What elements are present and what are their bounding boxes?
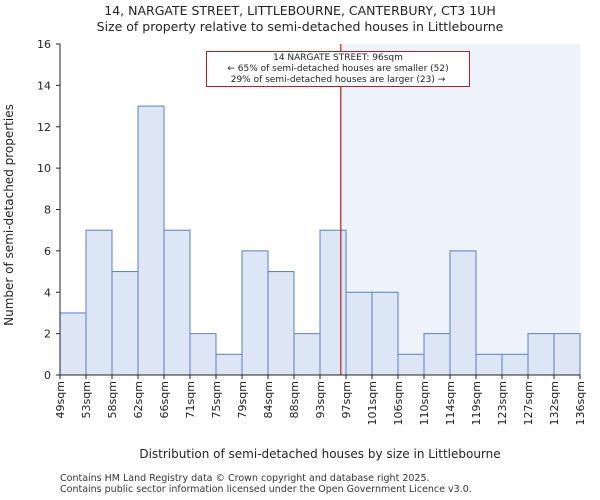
x-tick-label: 79sqm [236,381,249,418]
y-tick-label: 14 [37,79,51,92]
footer-attribution: Contains HM Land Registry data © Crown c… [60,473,472,495]
y-tick-label: 8 [44,204,51,217]
bar-114sqm [449,250,477,376]
bar-123sqm [501,353,529,376]
x-tick-label: 110sqm [418,381,431,425]
bar-79sqm [241,250,269,376]
chart-title-line1: 14, NARGATE STREET, LITTLEBOURNE, CANTER… [104,3,496,18]
bar-49sqm [59,312,87,376]
footer-line2: Contains public sector information licen… [60,484,472,495]
x-tick-label: 127sqm [522,381,535,425]
bar-127sqm [527,333,555,376]
bar-84sqm [267,271,295,376]
y-tick-label: 6 [44,245,51,258]
bar-58sqm [111,271,139,376]
bar-110sqm [423,333,451,376]
x-tick-label: 84sqm [262,381,275,418]
y-tick-label: 16 [37,38,51,51]
x-tick-label: 66sqm [158,381,171,418]
x-tick-label: 119sqm [470,381,483,425]
bar-88sqm [293,333,321,376]
y-tick-label: 10 [37,162,51,175]
bar-53sqm [85,229,113,376]
bar-101sqm [371,291,399,376]
x-tick-label: 75sqm [210,381,223,418]
bar-62sqm [137,105,165,376]
annotation-line1: 14 NARGATE STREET: 96sqm [273,53,403,63]
bar-75sqm [215,353,243,376]
y-tick-label: 0 [44,369,51,382]
bar-71sqm [189,333,217,376]
x-tick-label: 58sqm [106,381,119,418]
x-tick-label: 93sqm [314,381,327,418]
y-tick-label: 4 [44,286,51,299]
y-tick-label: 2 [44,328,51,341]
x-tick-label: 101sqm [366,381,379,425]
annotation-line2: ← 65% of semi-detached houses are smalle… [227,64,449,74]
x-tick-label: 62sqm [132,381,145,418]
bar-97sqm [345,291,373,376]
bar-132sqm [553,333,581,376]
chart-subtitle: Size of property relative to semi-detach… [96,19,504,34]
property-annotation: 14 NARGATE STREET: 96sqm ← 65% of semi-d… [206,51,470,87]
x-tick-label: 106sqm [392,381,405,425]
bar-93sqm [319,229,347,376]
annotation-line3: 29% of semi-detached houses are larger (… [230,75,446,85]
y-tick-label: 12 [37,121,51,134]
x-tick-label: 49sqm [54,381,67,418]
bar-66sqm [163,229,191,376]
chart-title: 14, NARGATE STREET, LITTLEBOURNE, CANTER… [0,3,600,35]
x-tick-label: 136sqm [574,381,587,425]
footer-line1: Contains HM Land Registry data © Crown c… [60,473,430,484]
x-tick-label: 123sqm [496,381,509,425]
x-tick-label: 132sqm [548,381,561,425]
x-tick-label: 88sqm [288,381,301,418]
bar-119sqm [475,353,503,376]
x-axis-label: Distribution of semi-detached houses by … [139,447,500,461]
x-tick-label: 97sqm [340,381,353,418]
y-axis-label: Number of semi-detached properties [2,104,16,326]
x-tick-label: 71sqm [184,381,197,418]
x-tick-label: 114sqm [444,381,457,425]
bar-106sqm [397,353,425,376]
x-tick-label: 53sqm [80,381,93,418]
